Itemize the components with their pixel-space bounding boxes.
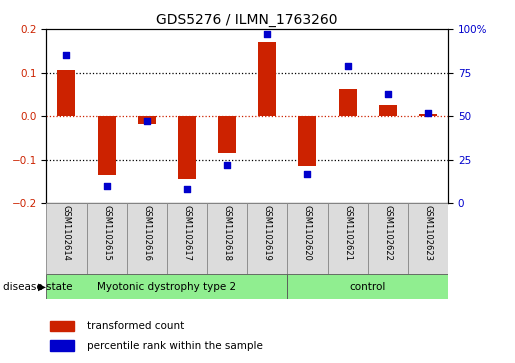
Bar [298, 116, 317, 166]
Text: GSM1102616: GSM1102616 [142, 205, 151, 261]
Text: control: control [350, 282, 386, 292]
Bar [46, 274, 287, 299]
Text: GSM1102615: GSM1102615 [102, 205, 111, 261]
Bar [46, 203, 87, 274]
Text: GSM1102614: GSM1102614 [62, 205, 71, 261]
Bar [408, 203, 448, 274]
Bar [338, 89, 357, 116]
Bar [207, 203, 247, 274]
Text: disease state: disease state [3, 282, 72, 292]
Text: GSM1102621: GSM1102621 [343, 205, 352, 261]
Text: transformed count: transformed count [87, 321, 184, 331]
Point [62, 52, 71, 58]
Bar [57, 70, 76, 116]
Bar [167, 203, 207, 274]
Bar [258, 42, 277, 116]
Point [263, 31, 271, 37]
Bar [97, 116, 116, 175]
Text: GSM1102620: GSM1102620 [303, 205, 312, 261]
Text: GSM1102619: GSM1102619 [263, 205, 272, 261]
Bar [127, 203, 167, 274]
Bar [87, 203, 127, 274]
Text: GSM1102617: GSM1102617 [182, 205, 192, 261]
Point [424, 110, 432, 115]
Bar [247, 203, 287, 274]
Text: GSM1102622: GSM1102622 [383, 205, 392, 261]
Point [183, 187, 191, 192]
Point [303, 171, 312, 176]
Bar [218, 116, 236, 153]
Bar [419, 114, 437, 116]
Bar [379, 105, 397, 116]
Text: percentile rank within the sample: percentile rank within the sample [87, 341, 263, 351]
Text: ▶: ▶ [38, 282, 46, 292]
Bar [287, 274, 448, 299]
Point [384, 91, 392, 97]
Bar [287, 203, 328, 274]
Bar [328, 203, 368, 274]
Point [223, 162, 231, 168]
Bar [178, 116, 196, 179]
Text: GSM1102623: GSM1102623 [423, 205, 433, 261]
Bar [138, 116, 156, 124]
Point [344, 63, 352, 69]
Bar [50, 340, 75, 351]
Bar [50, 321, 75, 331]
Title: GDS5276 / ILMN_1763260: GDS5276 / ILMN_1763260 [157, 13, 338, 26]
Bar [368, 203, 408, 274]
Point [143, 118, 151, 124]
Text: Myotonic dystrophy type 2: Myotonic dystrophy type 2 [97, 282, 236, 292]
Point [102, 183, 111, 189]
Text: GSM1102618: GSM1102618 [222, 205, 232, 261]
